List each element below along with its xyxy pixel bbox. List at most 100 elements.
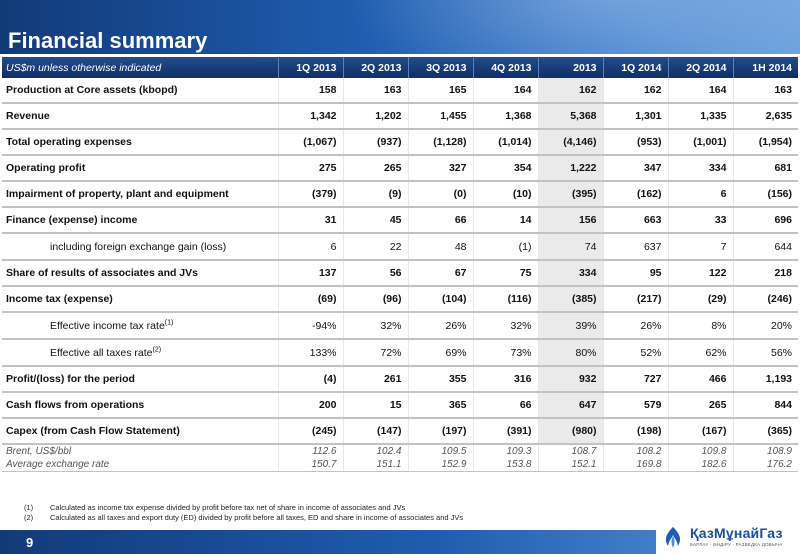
table-row: Impairment of property, plant and equipm… xyxy=(2,181,798,208)
table-cell: (1) xyxy=(472,233,538,261)
row-label-text: Total operating expenses xyxy=(6,136,132,148)
table-cell: -94% xyxy=(277,312,343,340)
table-cell: (395) xyxy=(537,181,603,208)
table-cell: 1,301 xyxy=(602,103,668,130)
table-cell: 48 xyxy=(407,233,473,261)
table-cell: 67 xyxy=(407,260,473,287)
table-cell: 275 xyxy=(277,155,343,182)
row-label: Income tax (expense) xyxy=(2,286,278,313)
table-cell: (953) xyxy=(602,129,668,156)
table-cell: 73% xyxy=(472,339,538,367)
table-cell: 150.7 xyxy=(277,458,343,472)
table-cell: 32% xyxy=(342,312,408,340)
table-cell: 5,368 xyxy=(537,103,603,130)
table-cell: 112.6 xyxy=(277,443,343,458)
flame-logo-icon xyxy=(665,527,681,548)
table-cell: 1,202 xyxy=(342,103,408,130)
table-cell: 327 xyxy=(407,155,473,182)
table-body: Production at Core assets (kbopd) 158 163 1… xyxy=(2,78,798,472)
table-cell: 164 xyxy=(472,78,538,104)
table-cell: (1,128) xyxy=(407,129,473,156)
table-cell: (1,014) xyxy=(472,129,538,156)
table-cell: 162 xyxy=(602,78,668,104)
table-cell: 66 xyxy=(407,207,473,234)
table-cell: 579 xyxy=(602,392,668,419)
row-label-text: Average exchange rate xyxy=(6,459,110,470)
table-cell: (147) xyxy=(342,418,408,445)
table-cell: 6 xyxy=(667,181,733,208)
table-cell: (245) xyxy=(277,418,343,445)
table-cell: (1,954) xyxy=(732,129,798,156)
table-cell: 75 xyxy=(472,260,538,287)
table-cell: 45 xyxy=(342,207,408,234)
row-label-text: Production at Core assets (kbopd) xyxy=(6,84,178,96)
table-cell: 56% xyxy=(732,339,798,367)
footnote-text: Calculated as all taxes and export duty … xyxy=(50,513,464,522)
page-title: Financial summary xyxy=(8,28,208,53)
row-label-text: Profit/(loss) for the period xyxy=(6,373,135,385)
table-cell: 156 xyxy=(537,207,603,234)
table-cell: (96) xyxy=(342,286,408,313)
row-label-text: Impairment of property, plant and equipm… xyxy=(6,188,229,200)
column-header: 2Q 2013 xyxy=(342,57,408,78)
table-cell: 158 xyxy=(277,78,343,104)
table-cell: 137 xyxy=(277,260,343,287)
column-header: 2Q 2014 xyxy=(667,57,733,78)
table-cell: 218 xyxy=(732,260,798,287)
table-cell: (391) xyxy=(472,418,538,445)
table-cell: (937) xyxy=(342,129,408,156)
table-cell: 334 xyxy=(537,260,603,287)
table-cell: (1,067) xyxy=(277,129,343,156)
table-cell: 647 xyxy=(537,392,603,419)
table-cell: 152.1 xyxy=(537,458,603,472)
table-cell: 109.8 xyxy=(667,443,733,458)
table-cell: 66 xyxy=(472,392,538,419)
table-cell: 72% xyxy=(342,339,408,367)
table-cell: 182.6 xyxy=(667,458,733,472)
table-cell: 108.2 xyxy=(602,443,668,458)
table-row: including foreign exchange gain (loss) 6 2… xyxy=(2,233,798,261)
table-cell: (385) xyxy=(537,286,603,313)
table-cell: (162) xyxy=(602,181,668,208)
table-cell: 681 xyxy=(732,155,798,182)
column-header: 2013 xyxy=(537,57,603,78)
table-row: Revenue 1,342 1,202 1,455 1,368 5,368 1,301 1,3… xyxy=(2,103,798,130)
table-cell: 169.8 xyxy=(602,458,668,472)
table-cell: 52% xyxy=(602,339,668,367)
table-cell: 109.5 xyxy=(407,443,473,458)
table-cell: 122 xyxy=(667,260,733,287)
table-cell: 355 xyxy=(407,366,473,393)
row-label-text: Income tax (expense) xyxy=(6,293,113,305)
table-cell: 80% xyxy=(537,339,603,367)
table-cell: 31 xyxy=(277,207,343,234)
table-cell: 165 xyxy=(407,78,473,104)
table-cell: 1,335 xyxy=(667,103,733,130)
table-row: Average exchange rate 150.7 151.1 152.9 153.… xyxy=(2,458,798,472)
table-cell: 844 xyxy=(732,392,798,419)
column-header: 1H 2014 xyxy=(732,57,798,78)
table-cell: (10) xyxy=(472,181,538,208)
row-label-text: Cash flows from operations xyxy=(6,399,145,411)
table-cell: 7 xyxy=(667,233,733,261)
row-label-text: Brent, US$/bbl xyxy=(6,446,72,457)
row-label: Total operating expenses xyxy=(2,129,278,156)
table-cell: (9) xyxy=(342,181,408,208)
table-cell: 133% xyxy=(277,339,343,367)
table-cell: (217) xyxy=(602,286,668,313)
table-cell: 153.8 xyxy=(472,458,538,472)
table-cell: 8% xyxy=(667,312,733,340)
table-cell: 62% xyxy=(667,339,733,367)
table-cell: 20% xyxy=(732,312,798,340)
table-cell: (116) xyxy=(472,286,538,313)
table-cell: 56 xyxy=(342,260,408,287)
table-cell: 162 xyxy=(537,78,603,104)
table-cell: (167) xyxy=(667,418,733,445)
table-cell: 347 xyxy=(602,155,668,182)
table-header-row: US$m unless otherwise indicated 1Q 2013 … xyxy=(2,57,798,78)
table-cell: (198) xyxy=(602,418,668,445)
row-label-text: Capex (from Cash Flow Statement) xyxy=(6,425,180,437)
row-label: Capex (from Cash Flow Statement) xyxy=(2,418,278,445)
table-cell: (365) xyxy=(732,418,798,445)
table-cell: 108.9 xyxy=(732,443,798,458)
row-label: Operating profit xyxy=(2,155,278,182)
